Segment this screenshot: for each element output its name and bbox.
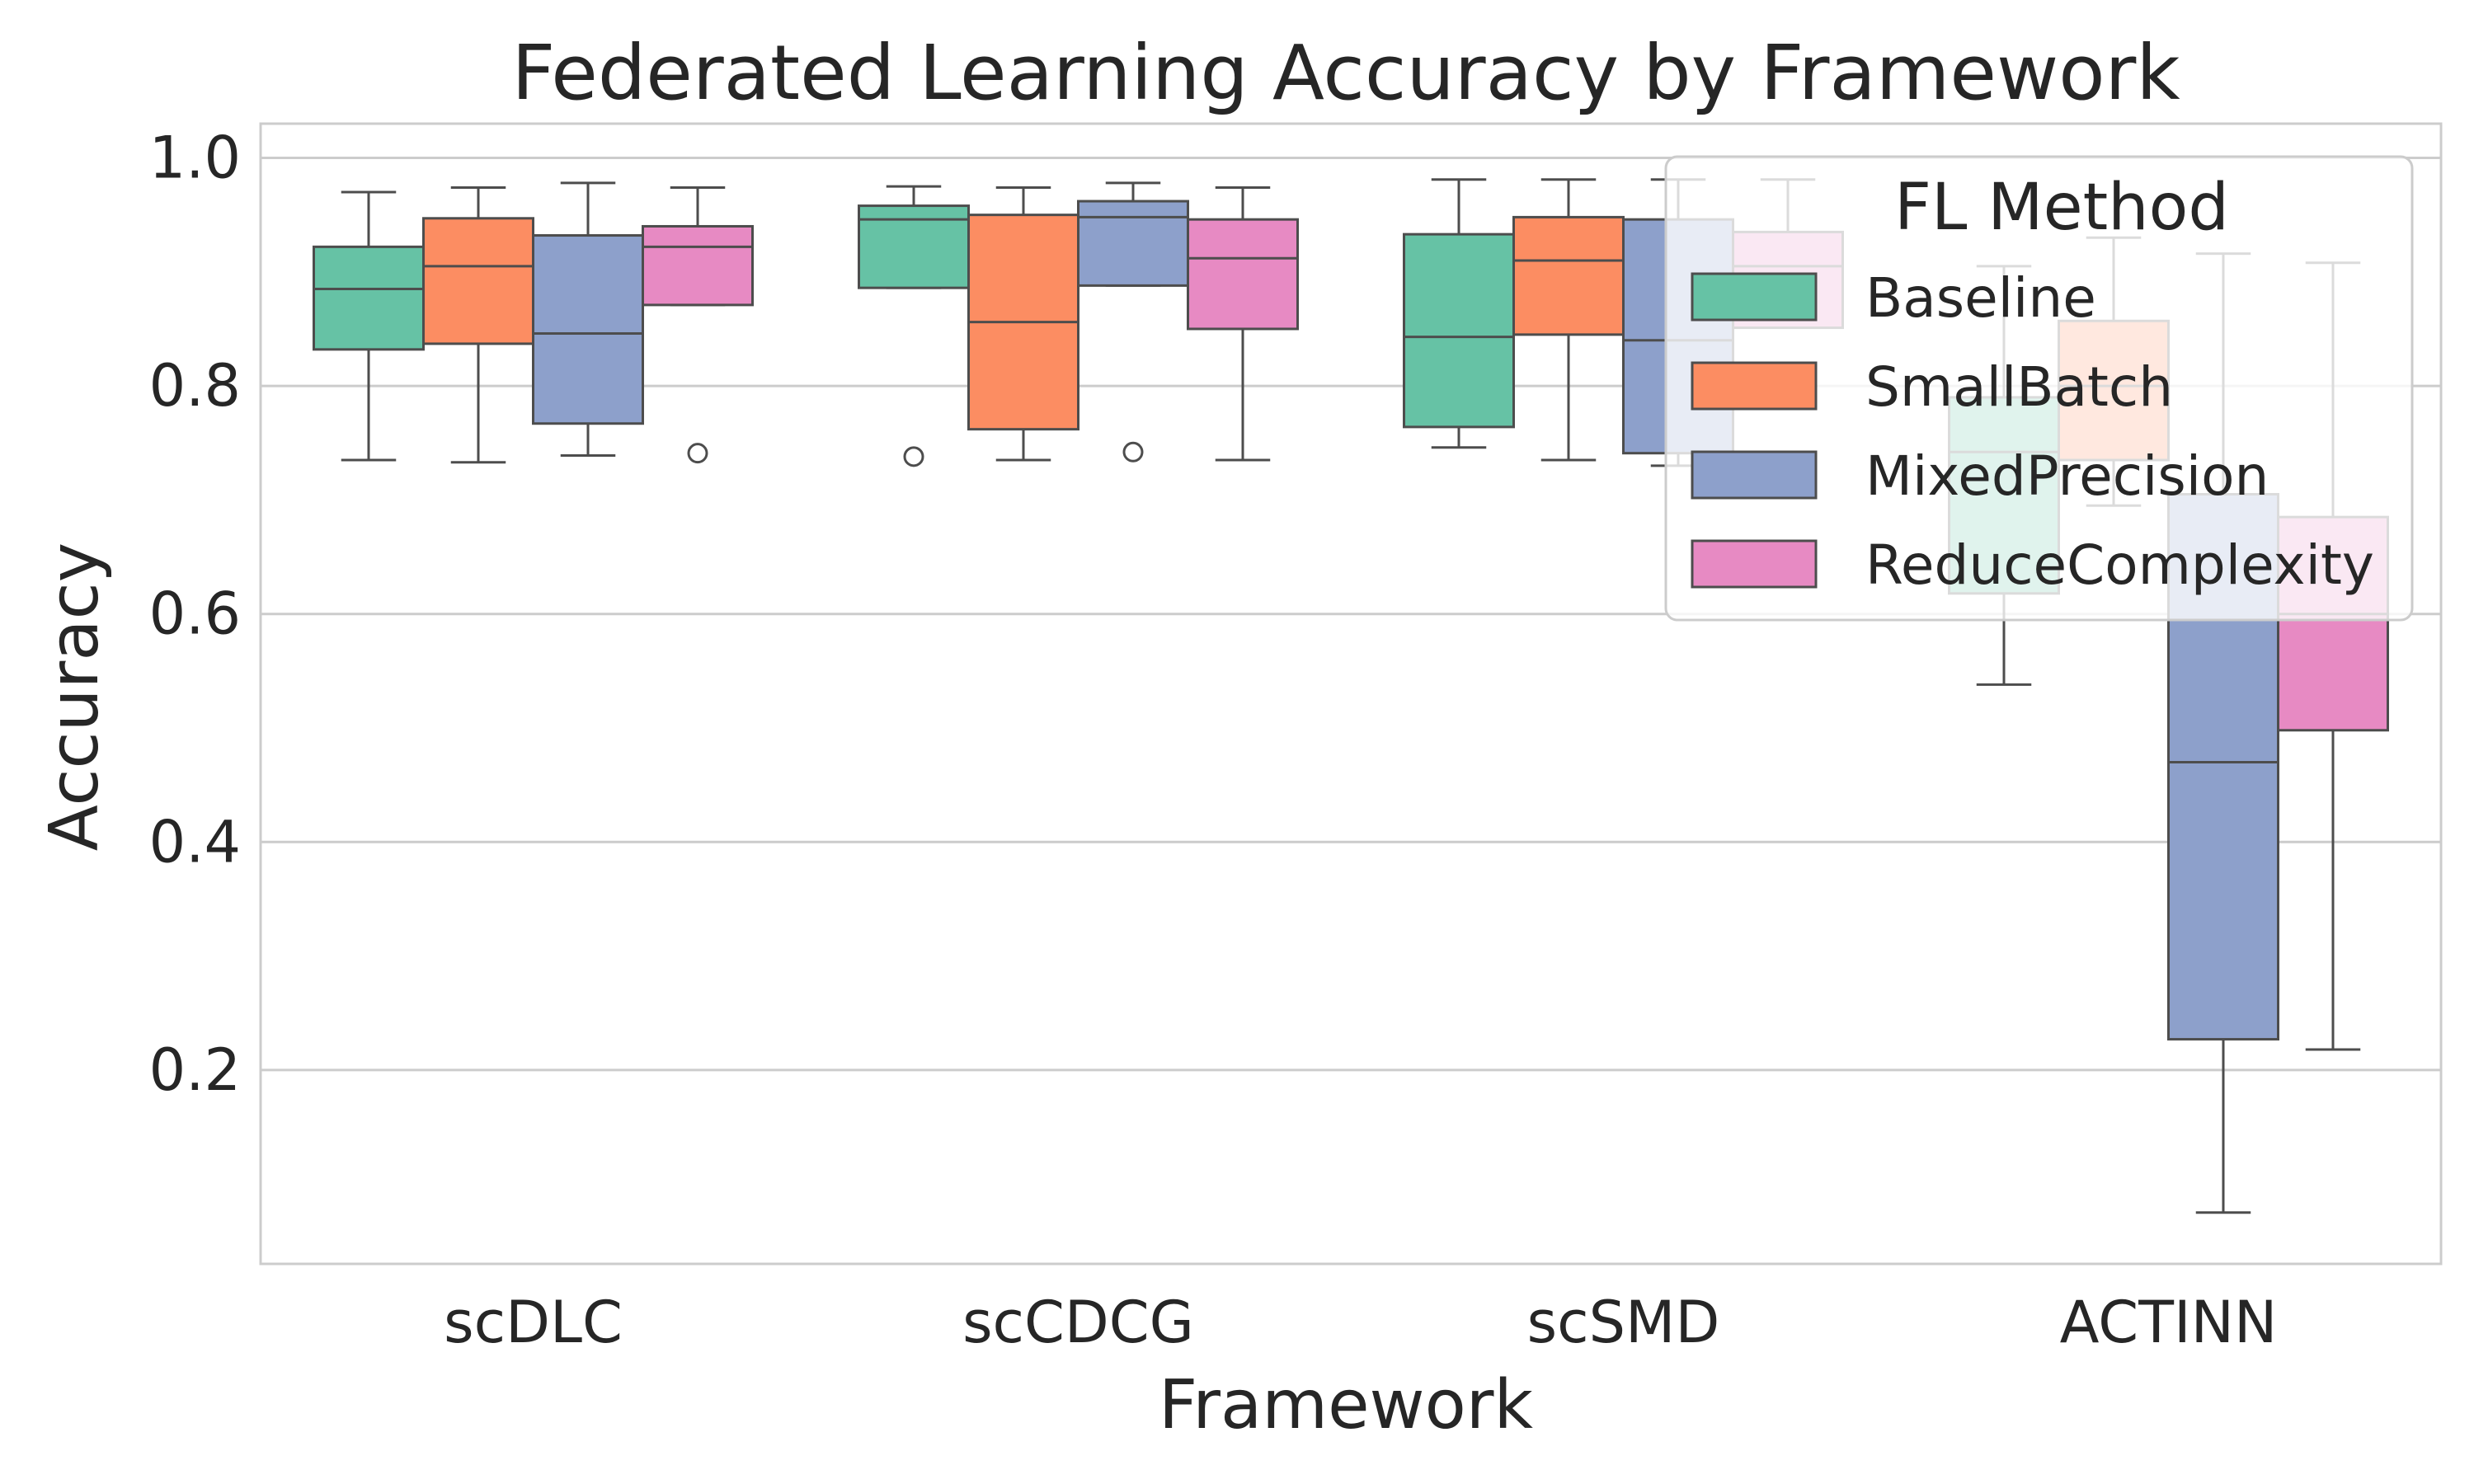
x-tick-label: scDLC (444, 1289, 623, 1356)
y-tick-label: 0.2 (149, 1036, 241, 1104)
legend-swatch-SmallBatch (1691, 361, 1818, 411)
box-iqr (532, 234, 644, 425)
y-tick-label: 0.8 (149, 352, 241, 420)
box-MixedPrecision-scDLC (532, 181, 644, 457)
x-tick-label: ACTINN (2060, 1289, 2278, 1356)
legend-items: Baseline SmallBatch MixedPrecision ReduceCo… (1691, 266, 2374, 597)
outlier-point (687, 443, 708, 464)
legend-swatch-ReduceComplexity (1691, 539, 1818, 589)
y-tick-label: 0.4 (149, 808, 241, 876)
legend-label-SmallBatch: SmallBatch (1865, 355, 2173, 419)
box-iqr (1403, 232, 1515, 429)
box-MixedPrecision-scCDCG (1077, 181, 1189, 463)
box-Baseline-scDLC (313, 190, 425, 462)
legend-swatch-Baseline (1691, 272, 1818, 322)
x-axis-label: Framework (1159, 1366, 1533, 1444)
legend-title: FL Method (1894, 171, 2229, 245)
box-iqr (642, 224, 754, 307)
y-tick-label: 0.6 (149, 580, 241, 648)
box-Baseline-scSMD (1403, 178, 1515, 449)
box-SmallBatch-scSMD (1512, 178, 1625, 462)
box-Baseline-scCDCG (858, 185, 970, 467)
box-iqr (313, 245, 425, 351)
x-tick-label: scCDCG (962, 1289, 1194, 1356)
legend-frame (1664, 155, 2414, 622)
legend-swatch-MixedPrecision (1691, 450, 1818, 500)
y-tick-label: 1.0 (149, 124, 241, 191)
box-iqr (858, 204, 970, 289)
legend: FL Method Baseline SmallBatch MixedPrecisi… (1664, 155, 2414, 622)
y-axis-label: Accuracy (35, 542, 114, 851)
plot-frame (259, 122, 2443, 1266)
box-iqr (1187, 218, 1299, 331)
tick-labels: 0.2 0.4 0.6 0.8 1.0 scDLC scCDCG scSMD ACTINN (149, 124, 2278, 1356)
outlier-point (1122, 441, 1144, 463)
box-iqr (1077, 200, 1189, 287)
box-iqr (422, 217, 534, 345)
box-iqr (1512, 215, 1625, 336)
legend-label-MixedPrecision: MixedPrecision (1865, 444, 2269, 508)
legend-label-Baseline: Baseline (1865, 266, 2096, 330)
box-SmallBatch-scDLC (422, 186, 534, 464)
box-SmallBatch-scCDCG (967, 186, 1079, 462)
x-tick-label: scSMD (1527, 1289, 1720, 1356)
box-ReduceComplexity-scCDCG (1187, 186, 1299, 462)
box-ReduceComplexity-scDLC (642, 186, 754, 464)
chart-title: Federated Learning Accuracy by Framework (511, 29, 2180, 117)
legend-label-ReduceComplexity: ReduceComplexity (1865, 533, 2374, 597)
outlier-point (903, 446, 924, 467)
